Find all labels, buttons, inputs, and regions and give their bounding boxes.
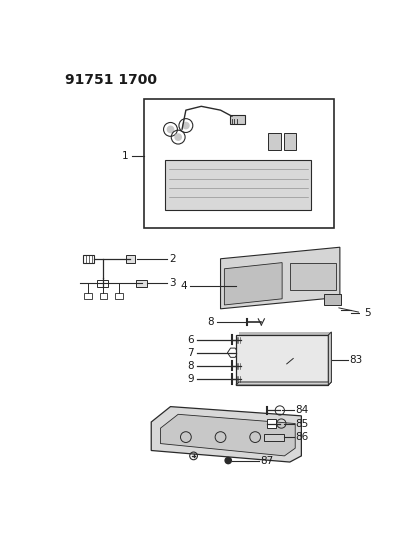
Circle shape xyxy=(167,126,174,133)
Bar xyxy=(324,294,341,305)
Polygon shape xyxy=(221,247,340,309)
Text: 91751 1700: 91751 1700 xyxy=(65,73,157,87)
Bar xyxy=(97,280,108,287)
Bar xyxy=(264,433,284,441)
Polygon shape xyxy=(225,263,282,305)
Text: 6: 6 xyxy=(187,335,194,345)
Bar xyxy=(230,115,245,124)
Circle shape xyxy=(225,457,232,464)
Text: 8: 8 xyxy=(187,361,194,371)
Bar xyxy=(83,255,94,263)
Text: 8: 8 xyxy=(207,317,214,327)
Text: 4: 4 xyxy=(180,281,186,290)
Text: 3: 3 xyxy=(169,278,176,288)
Bar xyxy=(84,293,92,299)
Text: 83: 83 xyxy=(349,355,363,365)
Circle shape xyxy=(174,133,182,141)
Text: 5: 5 xyxy=(365,308,371,318)
Text: 85: 85 xyxy=(295,418,308,429)
Bar xyxy=(136,280,147,287)
Text: 84: 84 xyxy=(295,406,308,415)
Bar xyxy=(290,263,336,289)
Bar xyxy=(144,99,334,228)
Bar xyxy=(239,332,331,382)
Polygon shape xyxy=(165,160,312,210)
Text: 1: 1 xyxy=(122,151,128,161)
Text: 7: 7 xyxy=(187,348,194,358)
Polygon shape xyxy=(236,382,331,385)
Bar xyxy=(268,133,281,150)
Polygon shape xyxy=(151,407,302,462)
Bar xyxy=(267,419,276,428)
Text: 86: 86 xyxy=(295,432,308,442)
Circle shape xyxy=(182,122,190,130)
Text: 9: 9 xyxy=(187,374,194,384)
Polygon shape xyxy=(227,348,238,357)
Polygon shape xyxy=(328,332,331,385)
Bar xyxy=(284,133,296,150)
Text: 87: 87 xyxy=(261,456,274,465)
Bar xyxy=(115,293,123,299)
Bar xyxy=(126,255,135,263)
Polygon shape xyxy=(160,414,295,456)
Text: 2: 2 xyxy=(169,254,176,264)
Bar xyxy=(99,293,107,299)
Bar xyxy=(236,335,328,385)
